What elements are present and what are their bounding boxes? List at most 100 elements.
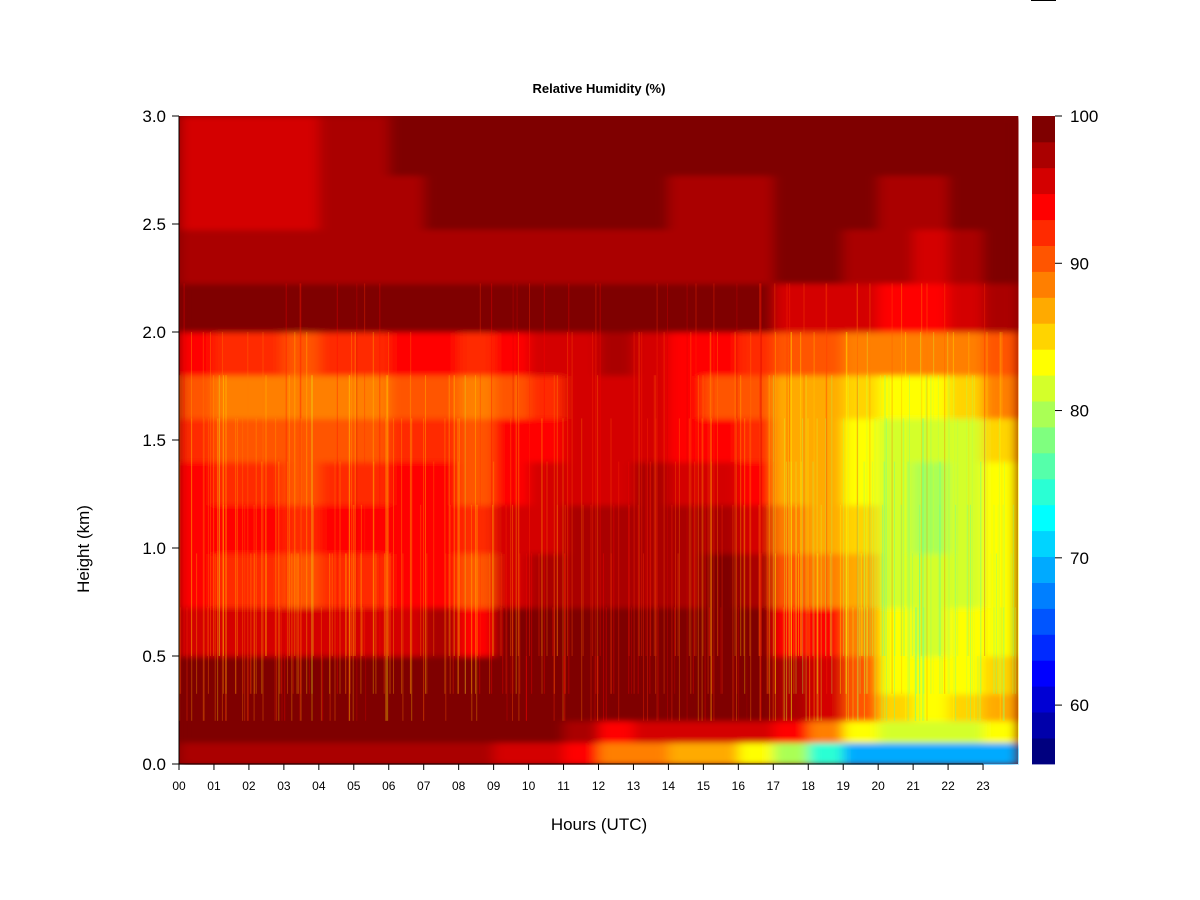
heatmap-streak: [919, 504, 921, 721]
heatmap-cell: [843, 742, 879, 765]
heatmap-cell: [214, 461, 250, 506]
heatmap-streak: [746, 607, 748, 721]
heatmap-streak: [364, 283, 366, 656]
heatmap-cell: [458, 693, 495, 722]
heatmap-streak: [713, 283, 715, 721]
heatmap-cell: [353, 229, 390, 284]
heatmap-cell: [563, 332, 600, 376]
x-axis-label: Hours (UTC): [551, 815, 647, 834]
heatmap-streak: [881, 553, 883, 721]
heatmap-streak: [980, 461, 982, 694]
heatmap-cell: [913, 693, 949, 722]
heatmap-streak: [852, 607, 854, 721]
heatmap-streak: [800, 461, 802, 656]
heatmap-streak: [900, 504, 902, 656]
heatmap-cell: [598, 607, 635, 657]
heatmap-streak: [658, 607, 660, 721]
heatmap-cell: [878, 418, 914, 463]
heatmap-streak: [553, 375, 555, 694]
y-tick-label: 0.0: [142, 755, 166, 774]
heatmap-cell: [388, 607, 425, 657]
heatmap-streak: [847, 375, 849, 721]
heatmap-streak: [360, 553, 362, 694]
heatmap-streak: [387, 375, 389, 721]
heatmap-cell: [318, 607, 355, 657]
heatmap-cell: [423, 742, 460, 765]
heatmap-streak: [296, 553, 298, 694]
x-tick-label: 19: [837, 779, 851, 793]
heatmap-streak: [582, 504, 584, 656]
heatmap-streak: [603, 553, 604, 721]
heatmap-streak: [274, 607, 276, 721]
heatmap-cell: [738, 332, 774, 376]
heatmap-streak: [505, 504, 507, 694]
heatmap-cell: [913, 229, 949, 284]
heatmap-streak: [694, 461, 696, 656]
heatmap-streak: [613, 504, 615, 694]
heatmap-streak: [410, 332, 412, 694]
heatmap-cell: [808, 742, 844, 765]
x-tick-label: 22: [941, 779, 955, 793]
heatmap-cell: [808, 375, 844, 419]
heatmap-cell: [423, 418, 460, 463]
heatmap-streak: [512, 504, 514, 656]
heatmap-streak: [922, 418, 924, 721]
heatmap-streak: [769, 375, 771, 721]
heatmap-streak: [883, 461, 885, 656]
heatmap-cell: [948, 418, 984, 463]
heatmap-cell: [528, 607, 565, 657]
heatmap-cell: [423, 461, 460, 506]
heatmap-cell: [598, 418, 635, 463]
heatmap-cell: [388, 720, 425, 743]
heatmap-cell: [913, 116, 949, 176]
heatmap-streak: [562, 418, 564, 721]
heatmap-streak: [720, 607, 722, 694]
heatmap-cell: [388, 332, 425, 376]
heatmap-cell: [283, 720, 320, 743]
heatmap-cell: [703, 504, 739, 554]
heatmap-streak: [581, 418, 583, 721]
heatmap-streak: [311, 375, 313, 721]
heatmap-streak: [830, 607, 832, 656]
heatmap-cell: [878, 504, 914, 554]
heatmap-streak: [709, 332, 711, 656]
heatmap-cell: [458, 116, 495, 176]
heatmap-cell: [773, 461, 809, 506]
heatmap-streak: [592, 332, 594, 656]
heatmap-cell: [528, 418, 565, 463]
heatmap-cell: [318, 742, 355, 765]
heatmap-streak: [690, 332, 692, 694]
colorbar-swatch: [1032, 375, 1055, 402]
colorbar-swatch: [1032, 453, 1055, 480]
heatmap-cell: [668, 553, 704, 608]
heatmap-streak: [207, 418, 209, 694]
heatmap-cell: [563, 607, 600, 657]
heatmap-cell: [948, 461, 984, 506]
heatmap-streak: [385, 375, 387, 721]
heatmap-streak: [825, 418, 827, 656]
heatmap-streak: [915, 607, 917, 721]
heatmap-cell: [493, 504, 530, 554]
heatmap-streak: [711, 461, 713, 694]
heatmap-streak: [920, 332, 921, 656]
heatmap-streak: [649, 461, 651, 694]
heatmap-cell: [528, 332, 565, 376]
heatmap-streak: [743, 504, 745, 656]
heatmap-streak: [813, 332, 815, 721]
heatmap-streak: [519, 553, 521, 694]
heatmap-cell: [179, 332, 215, 376]
heatmap-cell: [528, 504, 565, 554]
chart-title: Relative Humidity (%): [533, 81, 666, 96]
heatmap-cell: [353, 607, 390, 657]
heatmap-streak: [990, 553, 992, 656]
heatmap-streak: [568, 283, 570, 694]
heatmap-streak: [287, 461, 288, 694]
heatmap-cell: [214, 332, 250, 376]
heatmap-streak: [966, 375, 968, 721]
colorbar-tick-label: 100: [1070, 107, 1098, 126]
heatmap-streak: [179, 461, 181, 721]
corner-mark: [1031, 0, 1056, 1]
heatmap-streak: [997, 504, 999, 694]
heatmap-cell: [773, 693, 809, 722]
heatmap-streak: [278, 461, 280, 721]
